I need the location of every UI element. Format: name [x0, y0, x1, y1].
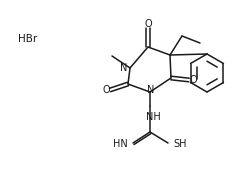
Text: N: N: [147, 85, 155, 95]
Text: O: O: [144, 19, 152, 29]
Text: O: O: [189, 75, 197, 85]
Text: SH: SH: [173, 139, 186, 149]
Text: HN: HN: [113, 139, 128, 149]
Text: N: N: [120, 63, 127, 73]
Text: NH: NH: [146, 112, 160, 122]
Text: O: O: [102, 85, 110, 95]
Text: HBr: HBr: [18, 34, 37, 44]
